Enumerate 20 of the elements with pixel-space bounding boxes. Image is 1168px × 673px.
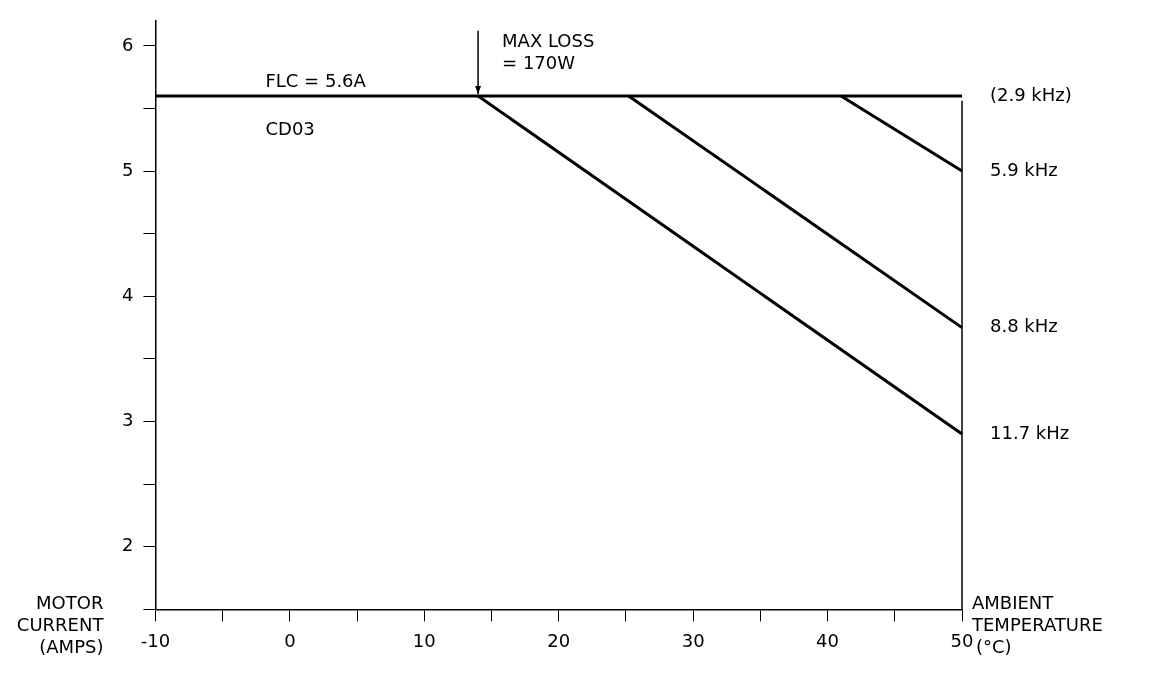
x-tick-label: 30 [681,629,705,651]
x-tick-label: 0 [284,629,296,651]
series-label: 8.8 kHz [990,315,1058,337]
y-tick-label: 6 [122,33,134,55]
y-axis-title: MOTOR CURRENT (AMPS) [16,592,105,658]
annotation: MAX LOSS = 170W [502,29,595,73]
y-tick-label: 2 [122,534,134,556]
x-tick-label: 10 [412,629,436,651]
y-tick-label: 5 [122,158,134,180]
y-tick-label: 4 [122,283,134,305]
annotation: FLC = 5.6A [265,70,367,92]
x-tick-label: 20 [547,629,571,651]
y-tick-label: 3 [122,409,134,431]
x-tick-label: 40 [816,629,840,651]
x-tick-label: -10 [140,629,171,651]
series-label: 11.7 kHz [990,421,1070,443]
series-label: (2.9 kHz) [990,83,1072,105]
x-tick-label: 50 [950,629,974,651]
series-label: 5.9 kHz [990,158,1058,180]
annotation: CD03 [265,118,315,140]
